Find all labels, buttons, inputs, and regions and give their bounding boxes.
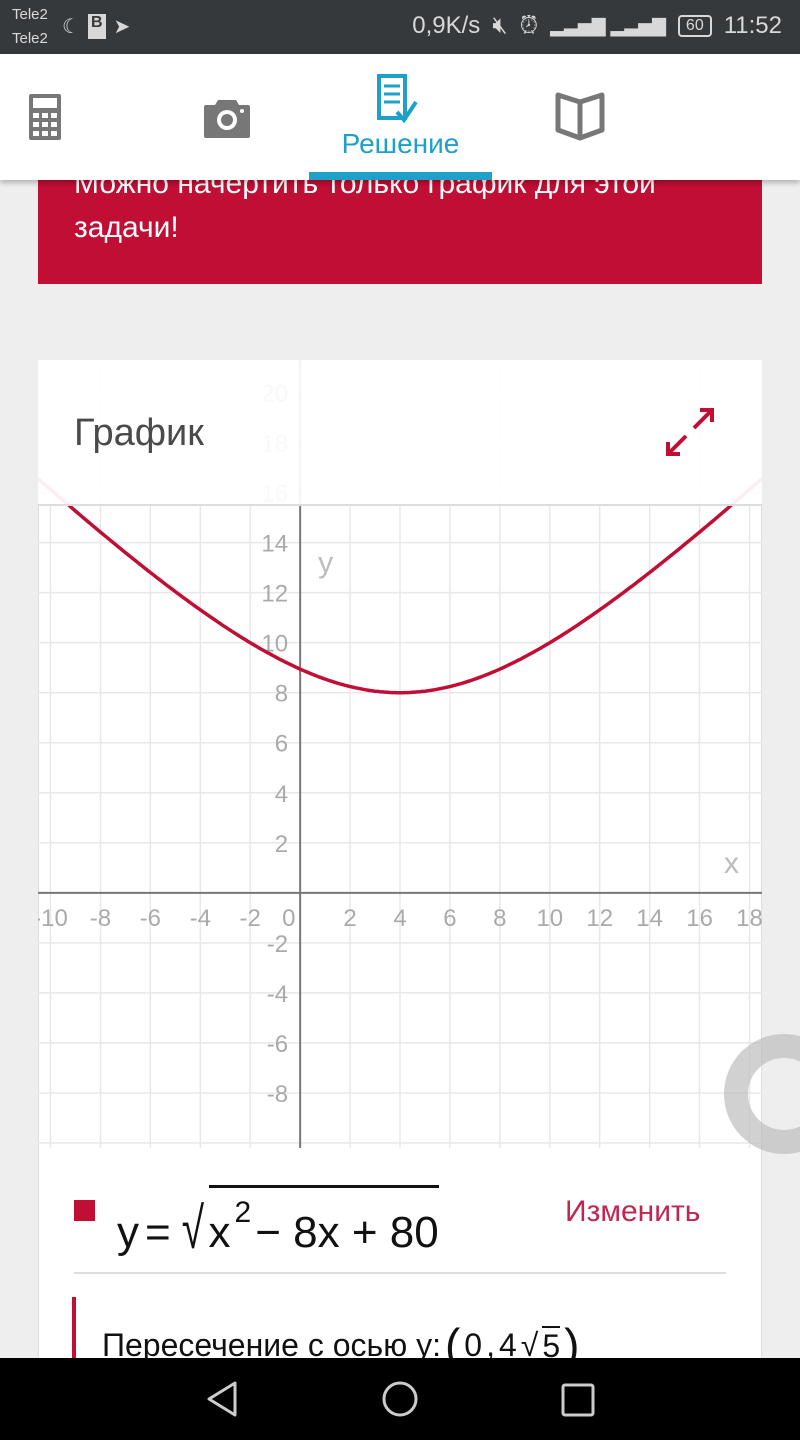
camera-icon — [204, 100, 250, 138]
intercept-radicand: 5 — [542, 1325, 561, 1364]
alarm-icon: ⏰︎ — [519, 12, 539, 39]
x-tick-label: 12 — [586, 905, 613, 932]
formula-exponent: 2 — [234, 1196, 252, 1229]
x-tick-label: 4 — [393, 905, 406, 932]
carrier-2: Tele2 — [12, 30, 48, 47]
radicand: x 2 − 8x + 80 — [208, 1185, 439, 1258]
function-curve — [38, 477, 762, 695]
telegram-icon: ➤ — [113, 16, 131, 38]
sqrt-sign: √ — [181, 1196, 204, 1261]
warning-text: Можно начертить только график для этой з… — [74, 167, 656, 244]
edit-button[interactable]: Изменить — [565, 1195, 701, 1228]
function-formula: y = √ x 2 − 8x + 80 — [117, 1185, 439, 1258]
graph-header — [38, 360, 762, 506]
solution-icon — [376, 74, 418, 124]
moon-icon: ☾ — [62, 16, 80, 38]
recents-icon[interactable] — [560, 1382, 596, 1418]
home-icon[interactable] — [381, 1380, 419, 1418]
tab-solution[interactable]: Решение — [309, 54, 492, 180]
mute-icon: 🔇︎ — [492, 12, 508, 39]
active-tab-indicator — [309, 172, 492, 180]
graph-title: График — [74, 412, 204, 454]
x-tick-label: 8 — [493, 905, 506, 932]
y-tick-label: -2 — [267, 931, 288, 958]
intercept-label: Пересечение с осью y: — [102, 1326, 441, 1363]
book-icon — [555, 92, 605, 141]
y-tick-label: 6 — [275, 731, 288, 758]
formula-y: y — [117, 1208, 139, 1257]
x-axis-label: x — [724, 847, 739, 880]
signal-icon: ▂▃▅▇ ▂▃▅▇ — [550, 15, 666, 36]
tab-bar: Решение — [0, 54, 800, 180]
x-tick-label: 16 — [686, 905, 713, 932]
network-speed: 0,9K/s — [412, 12, 481, 39]
result-marker — [72, 1297, 76, 1367]
sqrt-sign-small: √ — [520, 1326, 539, 1363]
tab-book[interactable] — [552, 54, 608, 180]
y-tick-label: -6 — [267, 1031, 288, 1058]
tab-solution-label: Решение — [341, 128, 460, 159]
navigation-bar — [0, 1358, 800, 1440]
formula-eq: = — [145, 1208, 171, 1257]
battery-icon: 60 — [677, 15, 712, 37]
x-tick-label: 14 — [636, 905, 663, 932]
tab-camera[interactable] — [200, 54, 254, 180]
x-tick-label: -4 — [190, 905, 211, 932]
vk-icon: B — [87, 14, 106, 39]
carrier-1: Tele2 — [12, 6, 48, 23]
x-tick-label: 6 — [443, 905, 456, 932]
formula-x: x — [208, 1208, 231, 1257]
x-tick-label: 0 — [282, 905, 295, 932]
y-tick-label: 4 — [275, 781, 288, 808]
status-bar: Tele2 Tele2 ☾ B ➤ 0,9K/s 🔇︎ ⏰︎ ▂▃▅▇ ▂▃▅▇… — [0, 0, 800, 54]
tab-calculator[interactable] — [20, 54, 70, 180]
y-tick-label: 2 — [275, 831, 288, 858]
expand-icon[interactable] — [664, 406, 716, 458]
divider — [74, 1272, 726, 1274]
y-tick-label: 14 — [261, 531, 288, 558]
calculator-icon — [29, 94, 61, 140]
y-tick-label: -8 — [267, 1081, 288, 1108]
x-tick-label: -2 — [240, 905, 261, 932]
x-tick-label: -6 — [140, 905, 161, 932]
back-icon[interactable] — [205, 1380, 239, 1418]
x-tick-label: -10 — [38, 905, 68, 932]
y-tick-label: 8 — [275, 681, 288, 708]
y-tick-label: 10 — [261, 631, 288, 658]
x-tick-label: 10 — [536, 905, 563, 932]
x-tick-label: -8 — [90, 905, 111, 932]
y-tick-label: 12 — [261, 581, 288, 608]
y-intercept: Пересечение с осью y: ( 0 , 4 √ 5 ) — [102, 1318, 579, 1372]
intercept-x: 0 — [464, 1326, 483, 1363]
comma: , — [486, 1326, 495, 1363]
x-tick-label: 18 — [736, 905, 762, 932]
y-axis-label: y — [318, 547, 333, 580]
formula-rest: − 8x + 80 — [255, 1208, 439, 1257]
clock: 11:52 — [723, 12, 782, 39]
y-tick-label: -4 — [267, 981, 288, 1008]
series-color-swatch — [74, 1200, 95, 1221]
intercept-coef: 4 — [498, 1326, 517, 1363]
warning-banner: Можно начертить только график для этой з… — [38, 160, 762, 284]
floating-scroll-handle[interactable] — [724, 1034, 800, 1154]
x-tick-label: 2 — [343, 905, 356, 932]
